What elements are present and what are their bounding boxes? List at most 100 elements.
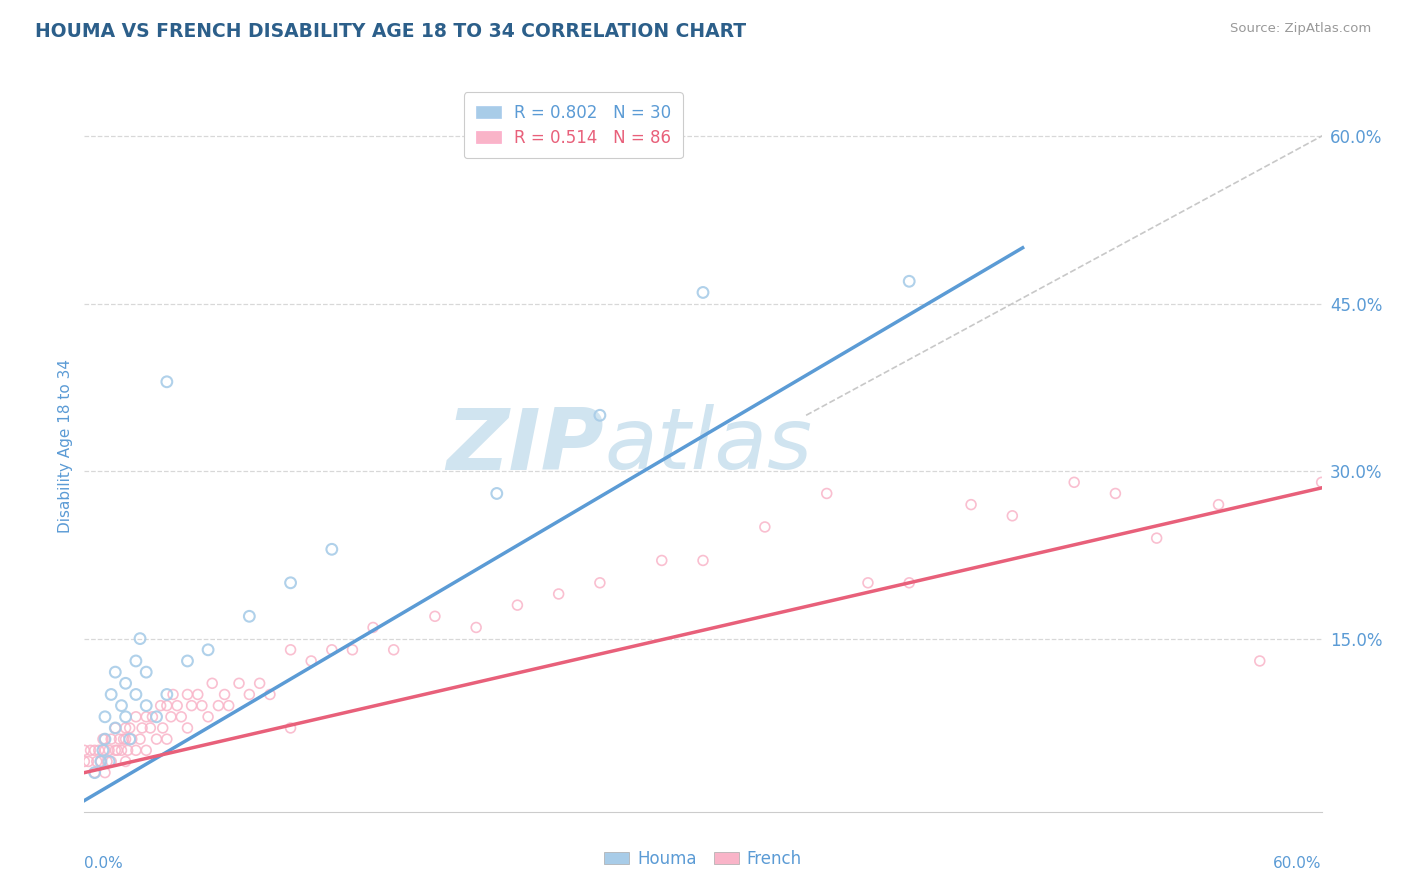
- Point: [141, 710, 163, 724]
- Point: [321, 542, 343, 557]
- Point: [73, 755, 96, 769]
- Point: [815, 486, 838, 500]
- Point: [94, 765, 117, 780]
- Text: atlas: atlas: [605, 404, 813, 488]
- Point: [135, 665, 157, 680]
- Point: [129, 732, 152, 747]
- Point: [898, 274, 921, 288]
- Point: [104, 743, 127, 757]
- Point: [135, 698, 157, 713]
- Point: [131, 721, 153, 735]
- Point: [547, 587, 569, 601]
- Point: [207, 698, 229, 713]
- Point: [114, 710, 136, 724]
- Point: [156, 375, 179, 389]
- Point: [118, 721, 141, 735]
- Point: [125, 743, 148, 757]
- Legend: R = 0.802   N = 30, R = 0.514   N = 86: R = 0.802 N = 30, R = 0.514 N = 86: [464, 92, 683, 158]
- Point: [135, 710, 157, 724]
- Point: [129, 632, 152, 646]
- Point: [94, 732, 117, 747]
- Point: [118, 732, 141, 747]
- Point: [139, 721, 162, 735]
- Point: [197, 710, 219, 724]
- Point: [589, 409, 612, 423]
- Point: [125, 688, 148, 702]
- Point: [201, 676, 224, 690]
- Point: [692, 553, 714, 567]
- Point: [485, 486, 508, 500]
- Point: [96, 755, 118, 769]
- Point: [83, 743, 105, 757]
- Point: [259, 688, 281, 702]
- Point: [121, 732, 143, 747]
- Point: [105, 743, 128, 757]
- Point: [960, 498, 983, 512]
- Point: [280, 575, 302, 590]
- Point: [214, 688, 236, 702]
- Point: [100, 732, 122, 747]
- Point: [162, 688, 184, 702]
- Point: [94, 710, 117, 724]
- Point: [321, 642, 343, 657]
- Point: [94, 732, 117, 747]
- Point: [114, 676, 136, 690]
- Point: [98, 755, 121, 769]
- Point: [94, 743, 117, 757]
- Point: [342, 642, 364, 657]
- Point: [238, 609, 260, 624]
- Point: [117, 743, 139, 757]
- Point: [112, 732, 135, 747]
- Point: [423, 609, 446, 624]
- Point: [1249, 654, 1271, 668]
- Point: [170, 710, 193, 724]
- Point: [83, 765, 105, 780]
- Point: [156, 698, 179, 713]
- Point: [754, 520, 776, 534]
- Point: [100, 755, 122, 769]
- Point: [79, 743, 101, 757]
- Point: [108, 732, 131, 747]
- Point: [191, 698, 214, 713]
- Point: [692, 285, 714, 300]
- Point: [651, 553, 673, 567]
- Point: [125, 710, 148, 724]
- Point: [145, 732, 167, 747]
- Text: Source: ZipAtlas.com: Source: ZipAtlas.com: [1230, 22, 1371, 36]
- Point: [465, 620, 488, 634]
- Point: [110, 698, 132, 713]
- Point: [361, 620, 384, 634]
- Point: [1310, 475, 1333, 490]
- Point: [856, 575, 879, 590]
- Point: [114, 732, 136, 747]
- Point: [77, 755, 100, 769]
- Y-axis label: Disability Age 18 to 34: Disability Age 18 to 34: [58, 359, 73, 533]
- Point: [152, 721, 174, 735]
- Point: [91, 743, 114, 757]
- Point: [114, 721, 136, 735]
- Point: [87, 743, 110, 757]
- Point: [218, 698, 240, 713]
- Point: [176, 688, 198, 702]
- Point: [90, 755, 112, 769]
- Point: [382, 642, 405, 657]
- Point: [91, 732, 114, 747]
- Point: [114, 755, 136, 769]
- Point: [125, 654, 148, 668]
- Point: [1208, 498, 1230, 512]
- Point: [187, 688, 209, 702]
- Point: [238, 688, 260, 702]
- Point: [180, 698, 202, 713]
- Point: [1001, 508, 1024, 523]
- Point: [104, 665, 127, 680]
- Point: [135, 743, 157, 757]
- Point: [149, 698, 172, 713]
- Point: [299, 654, 322, 668]
- Point: [100, 688, 122, 702]
- Point: [1063, 475, 1085, 490]
- Text: 60.0%: 60.0%: [1274, 855, 1322, 871]
- Point: [73, 743, 96, 757]
- Point: [589, 575, 612, 590]
- Text: HOUMA VS FRENCH DISABILITY AGE 18 TO 34 CORRELATION CHART: HOUMA VS FRENCH DISABILITY AGE 18 TO 34 …: [35, 22, 747, 41]
- Point: [249, 676, 271, 690]
